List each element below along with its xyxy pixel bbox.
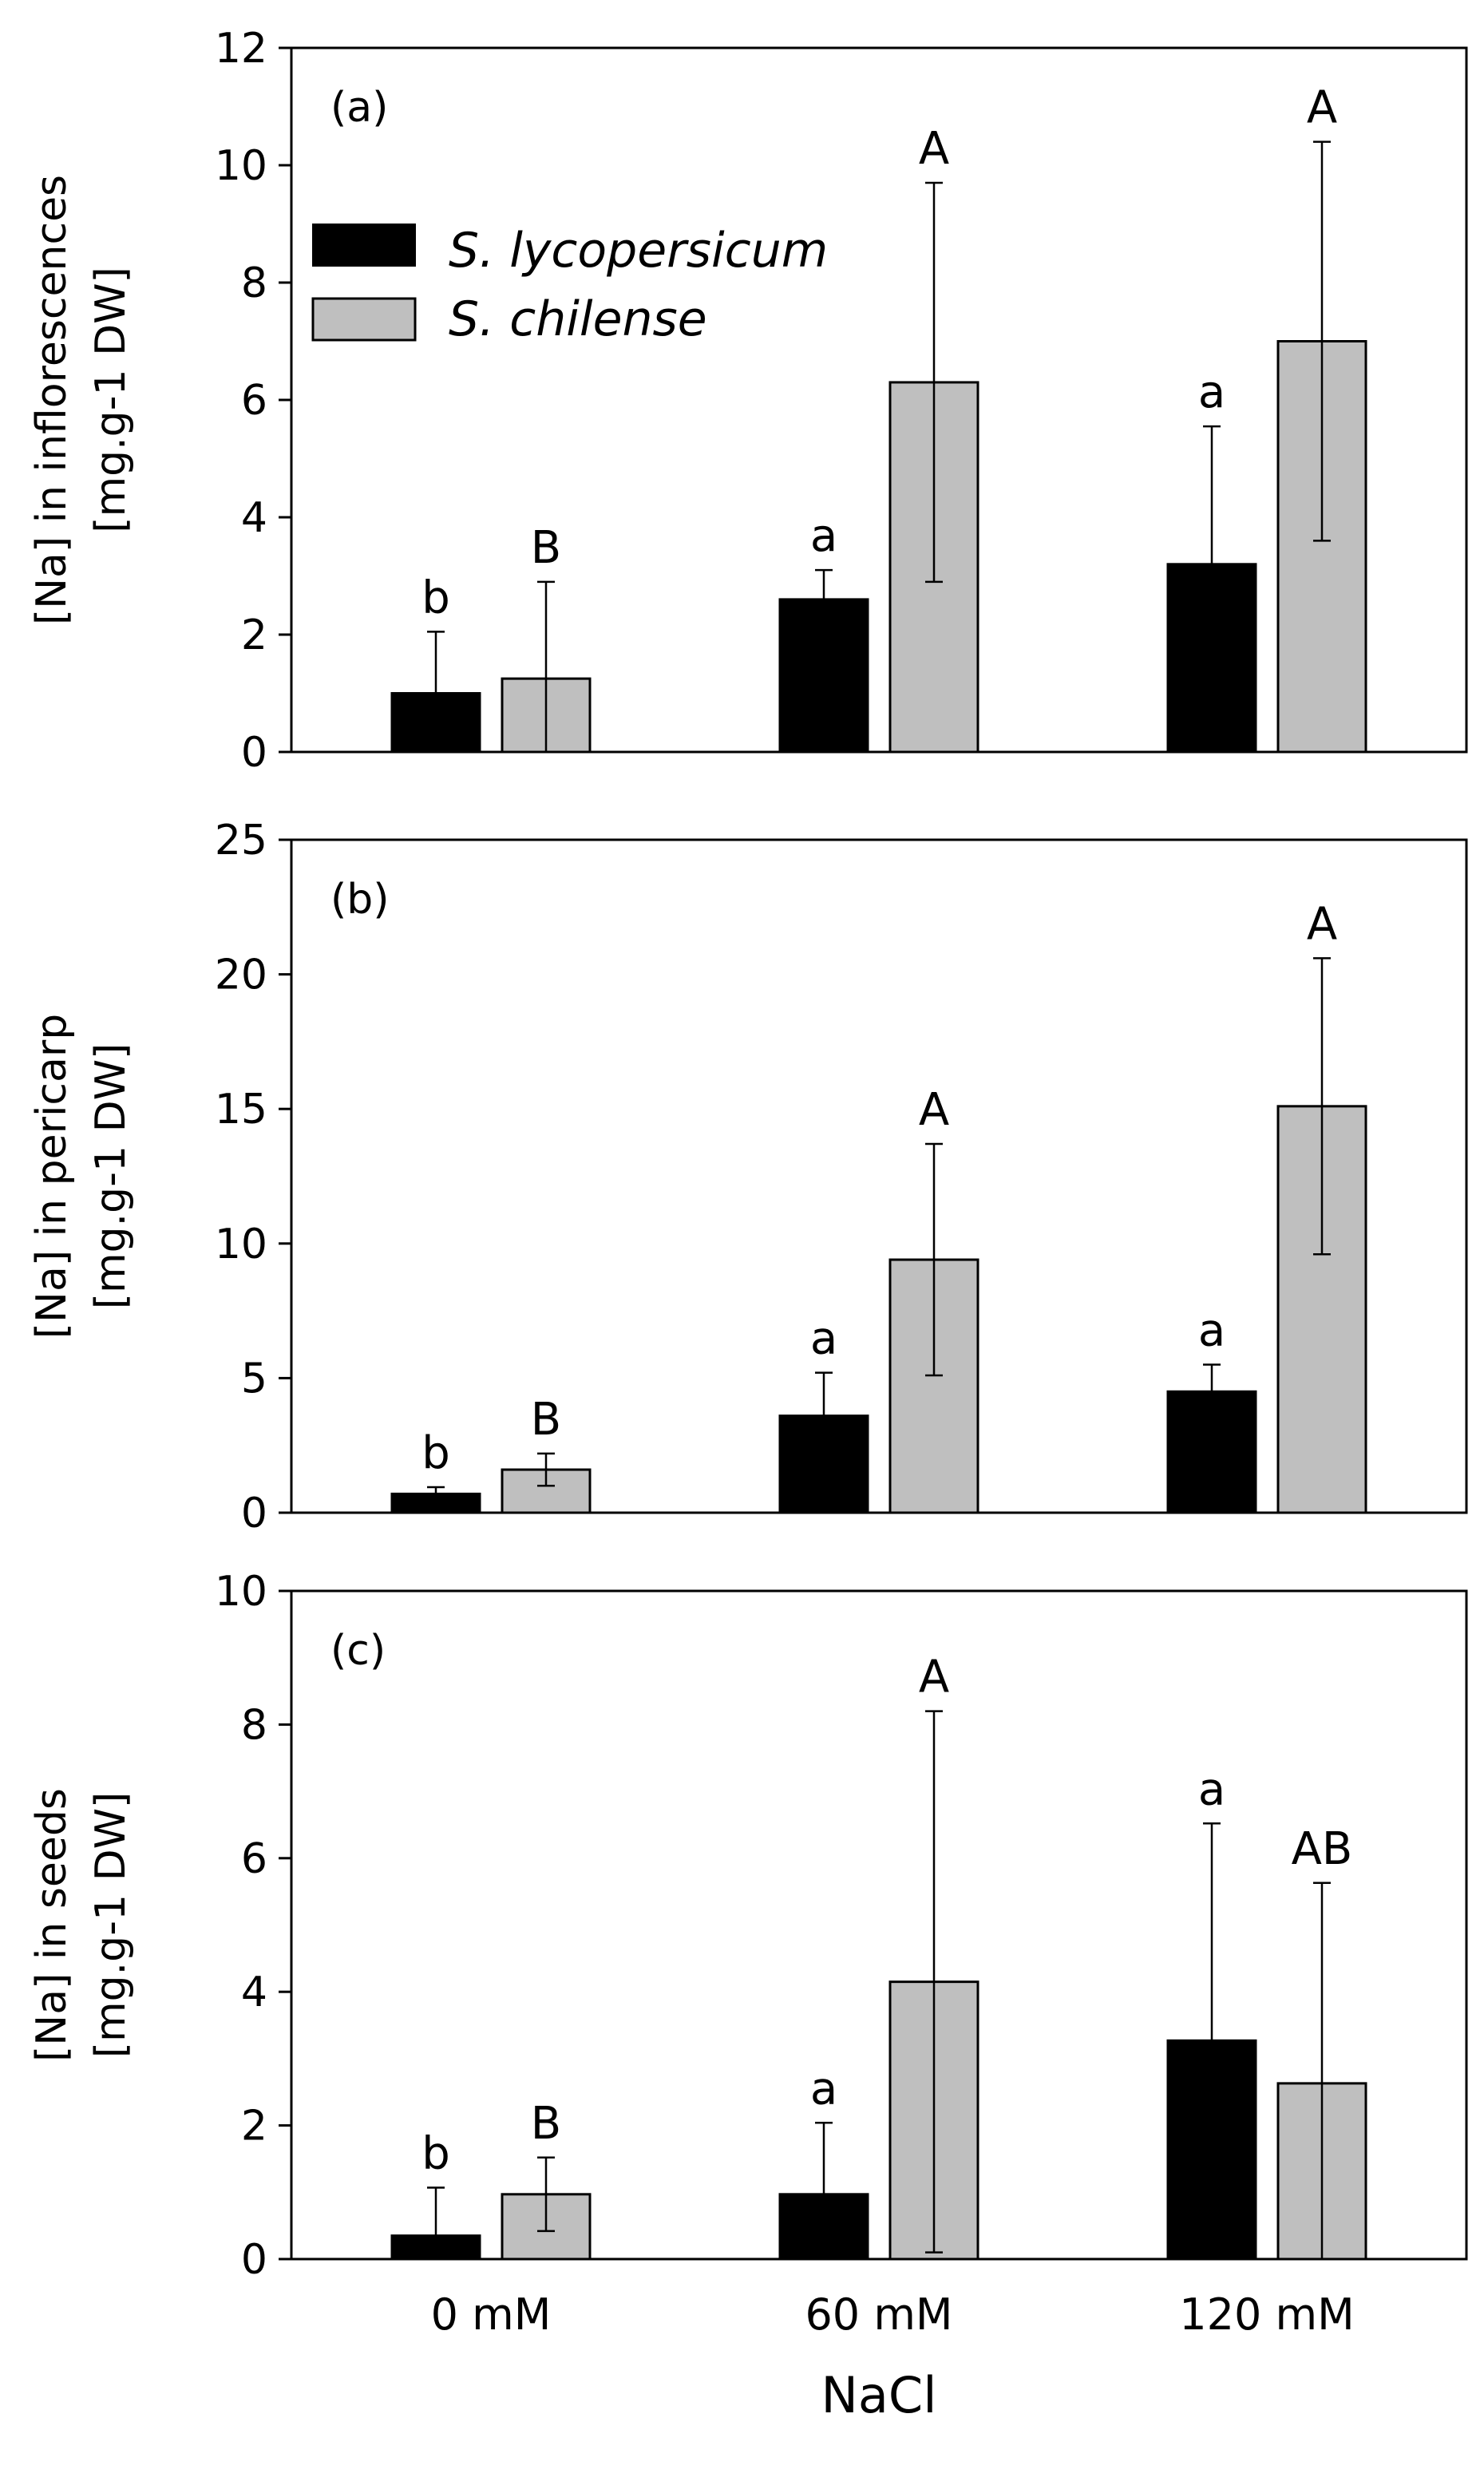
- y-tick-label-inflorescences-0: 0: [241, 729, 267, 777]
- significance-letter-seeds-1-1: A: [919, 1652, 949, 1703]
- y-axis-unit-pericarp: [mg.g-1 DW]: [87, 1043, 135, 1310]
- significance-letter-pericarp-1-2: A: [1307, 898, 1337, 950]
- panel-label-inflorescences: (a): [330, 84, 388, 132]
- significance-letter-inflorescences-1-1: A: [919, 123, 949, 175]
- y-axis-title-pericarp: [Na] in pericarp: [28, 1014, 76, 1339]
- y-tick-label-inflorescences-10: 10: [215, 142, 267, 190]
- significance-letter-pericarp-0-2: a: [1198, 1305, 1225, 1357]
- y-axis-unit-seeds: [mg.g-1 DW]: [87, 1792, 135, 2059]
- x-axis-labels: 0 mM 60 mM 120 mM NaCl: [431, 2289, 1355, 2424]
- significance-letter-inflorescences-0-0: b: [421, 572, 450, 623]
- y-tick-label-seeds-4: 4: [241, 1969, 267, 2016]
- legend-label-chilense: S. chilense: [449, 291, 707, 347]
- significance-letter-seeds-0-0: b: [421, 2127, 450, 2179]
- y-tick-label-seeds-10: 10: [215, 1568, 267, 1616]
- y-tick-label-pericarp-5: 5: [241, 1355, 267, 1403]
- significance-letter-inflorescences-1-2: A: [1307, 82, 1337, 134]
- y-tick-label-inflorescences-6: 6: [241, 377, 267, 425]
- significance-letter-inflorescences-1-0: B: [531, 522, 561, 574]
- x-tick-label-120mm: 120 mM: [1179, 2289, 1354, 2340]
- x-tick-label-60mm: 60 mM: [805, 2289, 952, 2340]
- plot-frame-pericarp: [290, 838, 1468, 1514]
- legend: S. lycopersicum S. chilense: [311, 223, 828, 347]
- y-axis-title-inflorescences: [Na] in inflorescences: [28, 175, 76, 625]
- significance-letter-inflorescences-0-1: a: [810, 510, 837, 562]
- significance-letter-inflorescences-0-2: a: [1198, 366, 1225, 418]
- y-tick-label-seeds-0: 0: [241, 2236, 267, 2284]
- y-tick-label-inflorescences-4: 4: [241, 494, 267, 542]
- y-tick-label-inflorescences-8: 8: [241, 259, 267, 307]
- y-tick-label-pericarp-0: 0: [241, 1490, 267, 1537]
- legend-swatch-lycopersicum: [312, 224, 416, 267]
- x-axis-title: NaCl: [821, 2366, 937, 2424]
- y-tick-label-inflorescences-2: 2: [241, 611, 267, 659]
- y-axis-unit-inflorescences: [mg.g-1 DW]: [87, 267, 135, 533]
- significance-letter-pericarp-1-1: A: [919, 1084, 949, 1136]
- legend-label-lycopersicum: S. lycopersicum: [449, 223, 828, 279]
- y-tick-label-pericarp-20: 20: [215, 952, 267, 999]
- panel-pericarp: 0 5 10 15 20 25 [Na] in pericarp [mg.g-1 DW] (b)…: [28, 817, 1468, 1537]
- panel-label-seeds: (c): [330, 1627, 386, 1675]
- plot-frame-seeds: [290, 1589, 1468, 2261]
- significance-letter-seeds-1-2: AB: [1292, 1823, 1353, 1875]
- y-tick-label-seeds-6: 6: [241, 1835, 267, 1883]
- y-axis-title-seeds: [Na] in seeds: [28, 1788, 76, 2062]
- panel-seeds: 0 2 4 6 8 10 [Na] in seeds [mg.g-1 DW] (c) b a a B A A…: [28, 1568, 1468, 2284]
- y-tick-label-seeds-8: 8: [241, 1701, 267, 1749]
- y-tick-label-pericarp-10: 10: [215, 1221, 267, 1268]
- significance-letter-seeds-0-2: a: [1198, 1763, 1225, 1815]
- significance-letter-seeds-0-1: a: [810, 2063, 837, 2115]
- significance-letter-pericarp-0-1: a: [810, 1313, 837, 1365]
- significance-letter-pericarp-1-0: B: [531, 1394, 561, 1446]
- significance-letter-seeds-1-0: B: [531, 2098, 561, 2150]
- y-tick-label-seeds-2: 2: [241, 2103, 267, 2151]
- panel-label-pericarp: (b): [330, 876, 390, 924]
- x-tick-label-0mm: 0 mM: [431, 2289, 552, 2340]
- y-tick-label-pericarp-25: 25: [215, 817, 267, 865]
- panel-inflorescences: 0 2 4 6 8 10 12 [Na] in inflorescences [mg.g-1 D…: [28, 25, 1468, 777]
- significance-letter-pericarp-0-0: b: [421, 1427, 450, 1479]
- y-tick-label-pericarp-15: 15: [215, 1086, 267, 1134]
- y-tick-label-inflorescences-12: 12: [215, 25, 267, 73]
- legend-swatch-chilense: [311, 297, 417, 342]
